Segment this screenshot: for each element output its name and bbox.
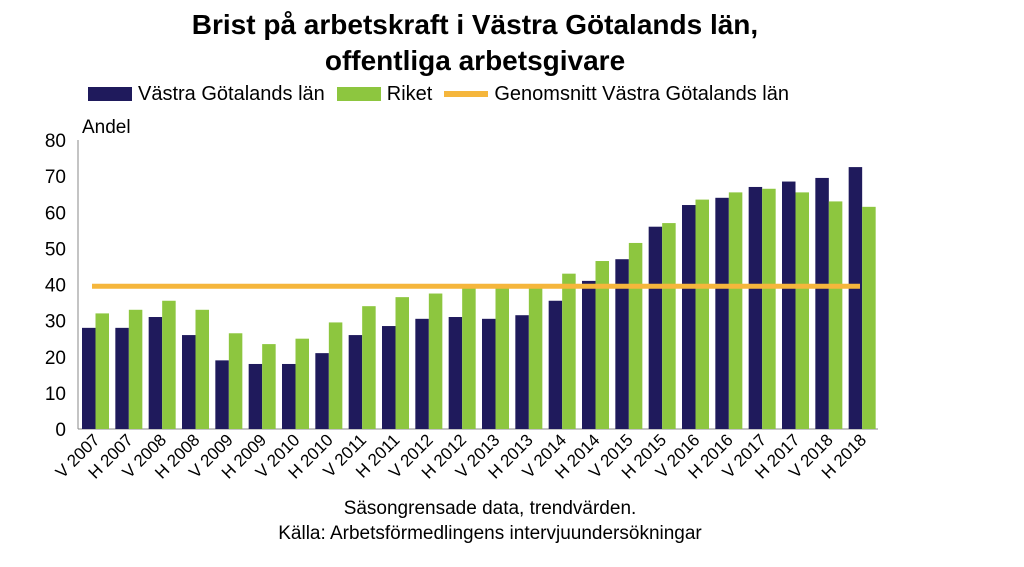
legend-item-genomsnitt: Genomsnitt Västra Götalands län	[444, 83, 789, 106]
bar-riket	[728, 192, 743, 429]
note-source: Källa: Arbetsförmedlingens intervjuunder…	[278, 523, 702, 544]
y-tick-label: 40	[45, 276, 66, 297]
bar-riket	[595, 261, 609, 429]
bar-riket	[528, 286, 543, 429]
bar-vastra-gotaland	[815, 177, 829, 429]
bar-vastra-gotaland	[315, 353, 329, 429]
bar-riket	[628, 242, 643, 429]
bar-vastra-gotaland	[782, 181, 796, 429]
bar-vastra-gotaland	[648, 226, 663, 429]
chart-title-line1: Brist på arbetskraft i Västra Götalands …	[191, 9, 759, 40]
bar-vastra-gotaland	[215, 360, 229, 429]
bar-riket	[762, 188, 776, 429]
bar-vastra-gotaland	[582, 280, 596, 429]
legend-item-vastra-gotaland: Västra Götalands län	[88, 83, 325, 106]
bar-riket	[128, 309, 143, 429]
bar-vastra-gotaland	[748, 186, 763, 429]
bar-riket	[495, 288, 509, 429]
legend: Västra Götalands län Riket Genomsnitt Vä…	[88, 82, 801, 106]
bar-vastra-gotaland	[348, 335, 363, 429]
bar-vastra-gotaland	[415, 318, 429, 429]
y-tick-label: 50	[45, 239, 66, 260]
note-seasonal: Säsongrensade data, trendvärden.	[343, 498, 637, 519]
bar-vastra-gotaland	[715, 197, 729, 429]
bar-riket	[862, 206, 876, 429]
bar-riket	[95, 313, 109, 429]
chart-title-line2: offentliga arbetsgivare	[324, 45, 626, 76]
legend-label-vastra-gotaland: Västra Götalands län	[138, 82, 325, 105]
bar-vastra-gotaland	[682, 205, 696, 429]
bar-vastra-gotaland	[82, 327, 96, 429]
legend-swatch-vastra-gotaland	[88, 87, 132, 101]
bar-vastra-gotaland	[615, 259, 629, 429]
bar-riket	[295, 338, 309, 429]
bar-riket	[562, 273, 576, 429]
bar-riket	[395, 297, 409, 429]
legend-swatch-riket	[336, 87, 381, 101]
bar-riket	[162, 300, 176, 429]
legend-swatch-genomsnitt	[444, 91, 489, 97]
bar-riket	[428, 293, 443, 429]
bar-riket	[462, 288, 476, 429]
y-tick-label: 70	[45, 167, 66, 188]
bar-riket	[695, 199, 709, 429]
bars	[82, 167, 876, 429]
bar-vastra-gotaland	[548, 300, 563, 429]
bar-vastra-gotaland	[148, 317, 163, 429]
bar-vastra-gotaland	[115, 327, 129, 429]
bar-vastra-gotaland	[448, 317, 463, 429]
y-tick-label: 60	[45, 203, 66, 224]
legend-item-riket: Riket	[336, 82, 433, 106]
y-tick-label: 20	[45, 348, 66, 369]
bar-vastra-gotaland	[248, 363, 263, 429]
y-tick-label: 30	[45, 312, 66, 333]
y-tick-label: 80	[45, 131, 66, 152]
bar-riket	[362, 306, 376, 429]
bar-vastra-gotaland	[515, 315, 529, 429]
bar-vastra-gotaland	[282, 363, 296, 429]
bar-vastra-gotaland	[382, 326, 396, 429]
legend-label-genomsnitt: Genomsnitt Västra Götalands län	[494, 82, 789, 105]
bar-riket	[662, 223, 676, 429]
bar-vastra-gotaland	[482, 318, 496, 429]
bar-riket	[195, 309, 209, 429]
bar-riket	[262, 344, 276, 429]
bar-vastra-gotaland	[848, 167, 863, 429]
legend-label-riket: Riket	[386, 82, 433, 105]
bar-riket	[328, 322, 343, 429]
bar-vastra-gotaland	[182, 335, 196, 429]
bar-riket	[228, 333, 243, 429]
y-tick-label: 0	[55, 420, 66, 441]
bar-riket	[828, 201, 843, 429]
y-tick-label: 10	[45, 384, 66, 405]
y-axis-ticks: 0 10 20 30 40 50 60 70 80	[45, 131, 878, 441]
bar-riket	[795, 192, 809, 429]
y-axis-label: Andel	[82, 117, 131, 138]
